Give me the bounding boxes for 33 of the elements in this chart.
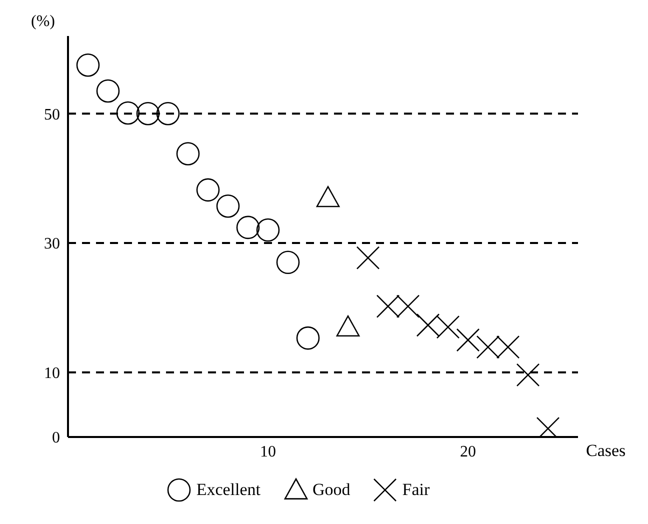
point xyxy=(116,101,140,125)
y-tick-label: 0 xyxy=(52,430,60,447)
legend-label: Fair xyxy=(402,480,430,500)
point xyxy=(236,216,260,240)
point xyxy=(396,294,420,318)
x-tick-label: 20 xyxy=(460,443,476,460)
legend-label: Good xyxy=(312,480,350,500)
legend-label: Excellent xyxy=(196,480,261,500)
point xyxy=(456,328,480,352)
point xyxy=(196,178,220,202)
point xyxy=(276,250,300,274)
point xyxy=(316,186,340,208)
point xyxy=(516,363,540,387)
y-tick-label: 30 xyxy=(44,236,60,253)
point xyxy=(376,294,400,318)
y-tick-label: 50 xyxy=(44,106,60,124)
point xyxy=(436,315,460,339)
point xyxy=(96,79,120,103)
point xyxy=(296,326,320,350)
point xyxy=(356,246,380,270)
point xyxy=(176,142,200,166)
point xyxy=(256,218,280,242)
point xyxy=(136,102,160,126)
point xyxy=(476,335,500,359)
y-axis-title: (%) xyxy=(31,13,55,30)
point xyxy=(336,315,360,336)
point xyxy=(156,102,180,126)
point xyxy=(416,313,440,337)
x-axis-title: Cases xyxy=(586,441,626,460)
point xyxy=(216,194,240,218)
point xyxy=(496,335,520,359)
point xyxy=(76,53,100,77)
y-tick-label: 10 xyxy=(44,365,60,382)
